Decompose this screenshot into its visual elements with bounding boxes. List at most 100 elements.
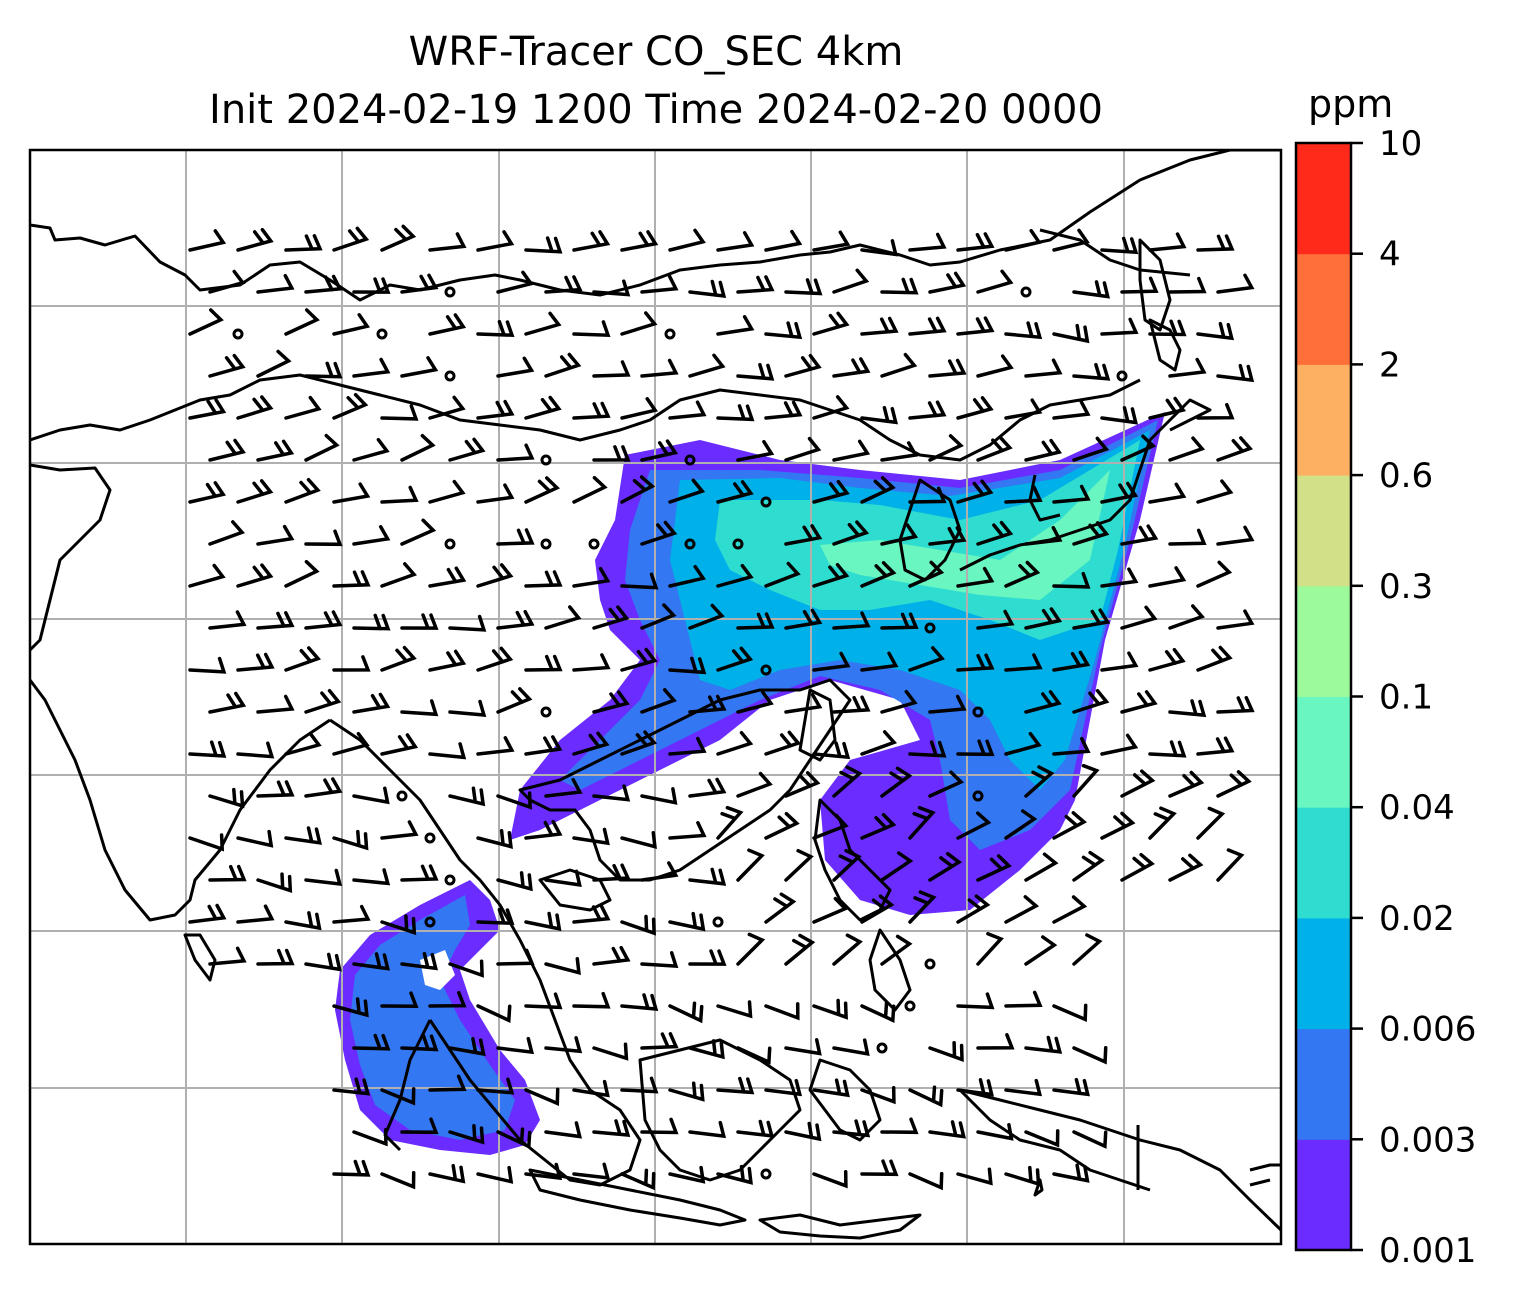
wind-barb: [716, 315, 755, 336]
wind-barb: [1072, 763, 1100, 798]
wind-barb: [428, 649, 467, 672]
wind-barb: [1100, 406, 1139, 425]
colorbar-tick-label: 0.6: [1379, 456, 1433, 496]
wind-barb: [1072, 280, 1111, 299]
wind-barb: [592, 863, 631, 882]
wind-barb: [284, 911, 322, 931]
wind-barb: [1168, 770, 1205, 798]
wind-barb: [236, 227, 274, 252]
wind-barb: [640, 439, 679, 462]
wind-barb: [812, 479, 850, 504]
wind-barb: [1148, 566, 1187, 588]
wind-barb: [860, 1085, 896, 1105]
wind-barb: [352, 868, 391, 886]
calm-wind-marker: [684, 538, 696, 550]
colorbar-tick-label: 0.04: [1379, 788, 1455, 828]
wind-barb: [476, 1165, 514, 1184]
wind-barb: [640, 688, 677, 714]
wind-barb: [544, 605, 582, 630]
calm-wind-marker: [924, 958, 936, 970]
wind-barb: [1216, 609, 1255, 630]
calm-wind-marker: [972, 706, 984, 718]
wind-barb: [188, 308, 224, 336]
wind-barb: [208, 520, 246, 546]
wind-barb: [860, 812, 897, 840]
wind-barb: [496, 1036, 535, 1055]
wind-barb: [284, 477, 321, 504]
wind-barb: [188, 481, 226, 504]
wind-barb: [956, 566, 995, 588]
wind-barb: [380, 1171, 416, 1190]
wind-barb: [908, 316, 947, 336]
wind-barb: [332, 226, 370, 252]
wind-barb: [256, 611, 295, 630]
wind-barb: [400, 433, 436, 462]
wind-barb: [812, 562, 850, 588]
wind-barb: [188, 563, 226, 588]
wind-barb: [688, 279, 727, 299]
wind-barb: [880, 766, 913, 798]
wind-barb: [496, 356, 535, 378]
wind-barb: [928, 1120, 967, 1139]
wind-barb: [1052, 1077, 1091, 1097]
wind-barb: [496, 687, 533, 714]
wind-barb: [428, 232, 467, 252]
wind-barb: [188, 229, 227, 252]
wind-barb: [764, 1078, 803, 1097]
wind-barb: [572, 1079, 610, 1098]
wind-barb: [1168, 357, 1207, 378]
wind-barb: [784, 771, 821, 798]
wind-barb: [832, 611, 871, 630]
wind-barb: [812, 813, 849, 840]
calm-wind-marker: [444, 286, 456, 298]
wind-barb: [832, 520, 870, 546]
wind-barb: [1072, 850, 1105, 882]
wind-barb: [956, 1078, 995, 1097]
wind-barb: [572, 475, 608, 504]
wind-barb: [332, 904, 371, 924]
wind-barb: [976, 435, 1013, 462]
calm-wind-marker: [1116, 370, 1128, 382]
wind-barb: [352, 613, 391, 631]
map-title-line1: WRF-Tracer CO_SEC 4km: [408, 29, 904, 75]
wind-barb: [572, 320, 611, 338]
wind-barb: [304, 952, 342, 972]
calm-wind-marker: [760, 1168, 772, 1180]
wind-barb: [908, 890, 937, 924]
wind-barb: [860, 651, 899, 672]
wind-barb: [784, 436, 822, 462]
calm-wind-marker: [876, 1042, 888, 1054]
wind-barb: [524, 395, 562, 420]
wind-barb: [496, 609, 535, 630]
wind-barb: [688, 1039, 725, 1060]
calm-wind-marker: [712, 916, 724, 928]
wind-barb: [784, 848, 814, 882]
wind-barb: [496, 791, 532, 810]
wind-barb: [1196, 560, 1233, 588]
wind-barb: [352, 277, 391, 294]
wind-barb: [256, 273, 295, 294]
wind-barb: [976, 1033, 1015, 1050]
wind-barb: [1216, 273, 1255, 294]
calm-wind-marker: [684, 454, 696, 466]
wind-barb: [668, 1165, 706, 1184]
colorbar-tick-label: 2: [1379, 345, 1401, 385]
wind-barb: [304, 777, 343, 798]
wind-barb: [716, 1076, 755, 1095]
wind-barb: [476, 1004, 512, 1023]
wind-barb: [620, 1076, 659, 1094]
wind-barb: [1024, 525, 1063, 546]
wind-barb: [1120, 852, 1155, 882]
wind-barb: [764, 730, 802, 756]
wind-barb: [476, 563, 514, 588]
wind-barb: [832, 848, 862, 882]
wind-barb: [716, 231, 755, 252]
wind-barb: [428, 1074, 467, 1092]
wind-barb: [880, 689, 918, 714]
wind-barb: [1120, 769, 1156, 798]
wind-barb: [592, 1119, 631, 1137]
wind-barb: [284, 731, 322, 756]
colorbar-segment: [1296, 696, 1351, 808]
wind-barb: [716, 563, 754, 588]
wind-barb: [496, 948, 535, 966]
